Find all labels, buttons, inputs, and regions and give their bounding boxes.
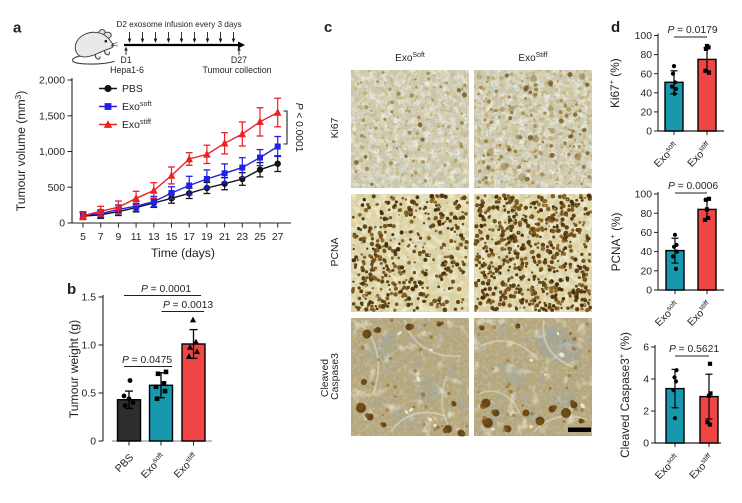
svg-text:PCNA+ (%): PCNA+ (%) — [608, 213, 623, 272]
svg-text:P = 0.0179: P = 0.0179 — [667, 25, 717, 36]
svg-text:Tumour weight (g): Tumour weight (g) — [67, 320, 81, 418]
svg-text:d: d — [611, 19, 620, 36]
svg-text:D2 exosome infusion every 3 da: D2 exosome infusion every 3 days — [116, 20, 241, 29]
svg-text:Tumour volume (mm3): Tumour volume (mm3) — [14, 91, 29, 212]
svg-text:Tumour collection: Tumour collection — [202, 65, 271, 75]
svg-text:40: 40 — [640, 247, 652, 258]
svg-text:P = 0.5621: P = 0.5621 — [669, 344, 719, 355]
svg-text:PBS: PBS — [122, 84, 143, 95]
svg-text:7: 7 — [98, 232, 104, 243]
svg-text:P = 0.0475: P = 0.0475 — [122, 355, 172, 366]
svg-text:17: 17 — [183, 232, 195, 243]
svg-text:Cleaved: Cleaved — [320, 359, 331, 397]
svg-text:19: 19 — [201, 232, 213, 243]
svg-text:PCNA: PCNA — [330, 237, 341, 266]
svg-text:5: 5 — [80, 232, 86, 243]
svg-text:9: 9 — [116, 232, 122, 243]
svg-text:D27: D27 — [231, 55, 247, 65]
svg-text:80: 80 — [640, 50, 652, 61]
svg-text:27: 27 — [272, 232, 284, 243]
svg-text:1,500: 1,500 — [39, 111, 65, 122]
svg-text:0.5: 0.5 — [82, 389, 97, 400]
svg-text:11: 11 — [131, 232, 142, 243]
svg-text:500: 500 — [48, 183, 66, 194]
svg-text:1.5: 1.5 — [82, 293, 97, 304]
svg-text:23: 23 — [237, 232, 249, 243]
svg-text:40: 40 — [640, 88, 652, 99]
svg-text:c: c — [324, 19, 332, 36]
svg-text:Hepa1-6: Hepa1-6 — [110, 65, 144, 75]
svg-text:a: a — [13, 20, 22, 37]
svg-text:P = 0.0006: P = 0.0006 — [668, 181, 718, 192]
svg-text:1,000: 1,000 — [39, 147, 65, 158]
svg-text:b: b — [67, 281, 76, 298]
svg-text:100: 100 — [635, 190, 653, 201]
svg-text:60: 60 — [640, 69, 652, 80]
svg-text:100: 100 — [635, 31, 653, 42]
svg-text:20: 20 — [640, 266, 652, 277]
svg-text:80: 80 — [640, 209, 652, 220]
svg-text:P = 0.0001: P = 0.0001 — [141, 284, 191, 295]
svg-text:25: 25 — [254, 232, 266, 243]
svg-text:20: 20 — [640, 108, 652, 119]
svg-text:Caspase3: Caspase3 — [330, 353, 341, 400]
svg-text:2,000: 2,000 — [39, 76, 65, 87]
svg-text:15: 15 — [166, 232, 178, 243]
svg-text:Ki67: Ki67 — [330, 117, 341, 138]
svg-text:D1: D1 — [120, 55, 131, 65]
svg-text:0: 0 — [59, 219, 65, 230]
svg-text:13: 13 — [148, 232, 160, 243]
svg-text:1.0: 1.0 — [82, 341, 97, 352]
svg-text:Ki67+ (%): Ki67+ (%) — [607, 58, 622, 108]
svg-text:6: 6 — [643, 343, 649, 354]
svg-text:Time (days): Time (days) — [151, 246, 215, 260]
svg-text:21: 21 — [219, 232, 231, 243]
svg-text:60: 60 — [640, 228, 652, 239]
svg-text:Cleaved Caspase3+ (%): Cleaved Caspase3+ (%) — [617, 332, 632, 458]
svg-text:4: 4 — [643, 375, 649, 386]
svg-text:0: 0 — [643, 439, 649, 450]
svg-text:2: 2 — [643, 407, 649, 418]
svg-text:0: 0 — [646, 286, 652, 297]
svg-text:0: 0 — [646, 127, 652, 138]
svg-text:P < 0.0001: P < 0.0001 — [293, 103, 304, 153]
svg-text:0: 0 — [90, 437, 96, 448]
svg-text:P = 0.0013: P = 0.0013 — [163, 300, 213, 311]
